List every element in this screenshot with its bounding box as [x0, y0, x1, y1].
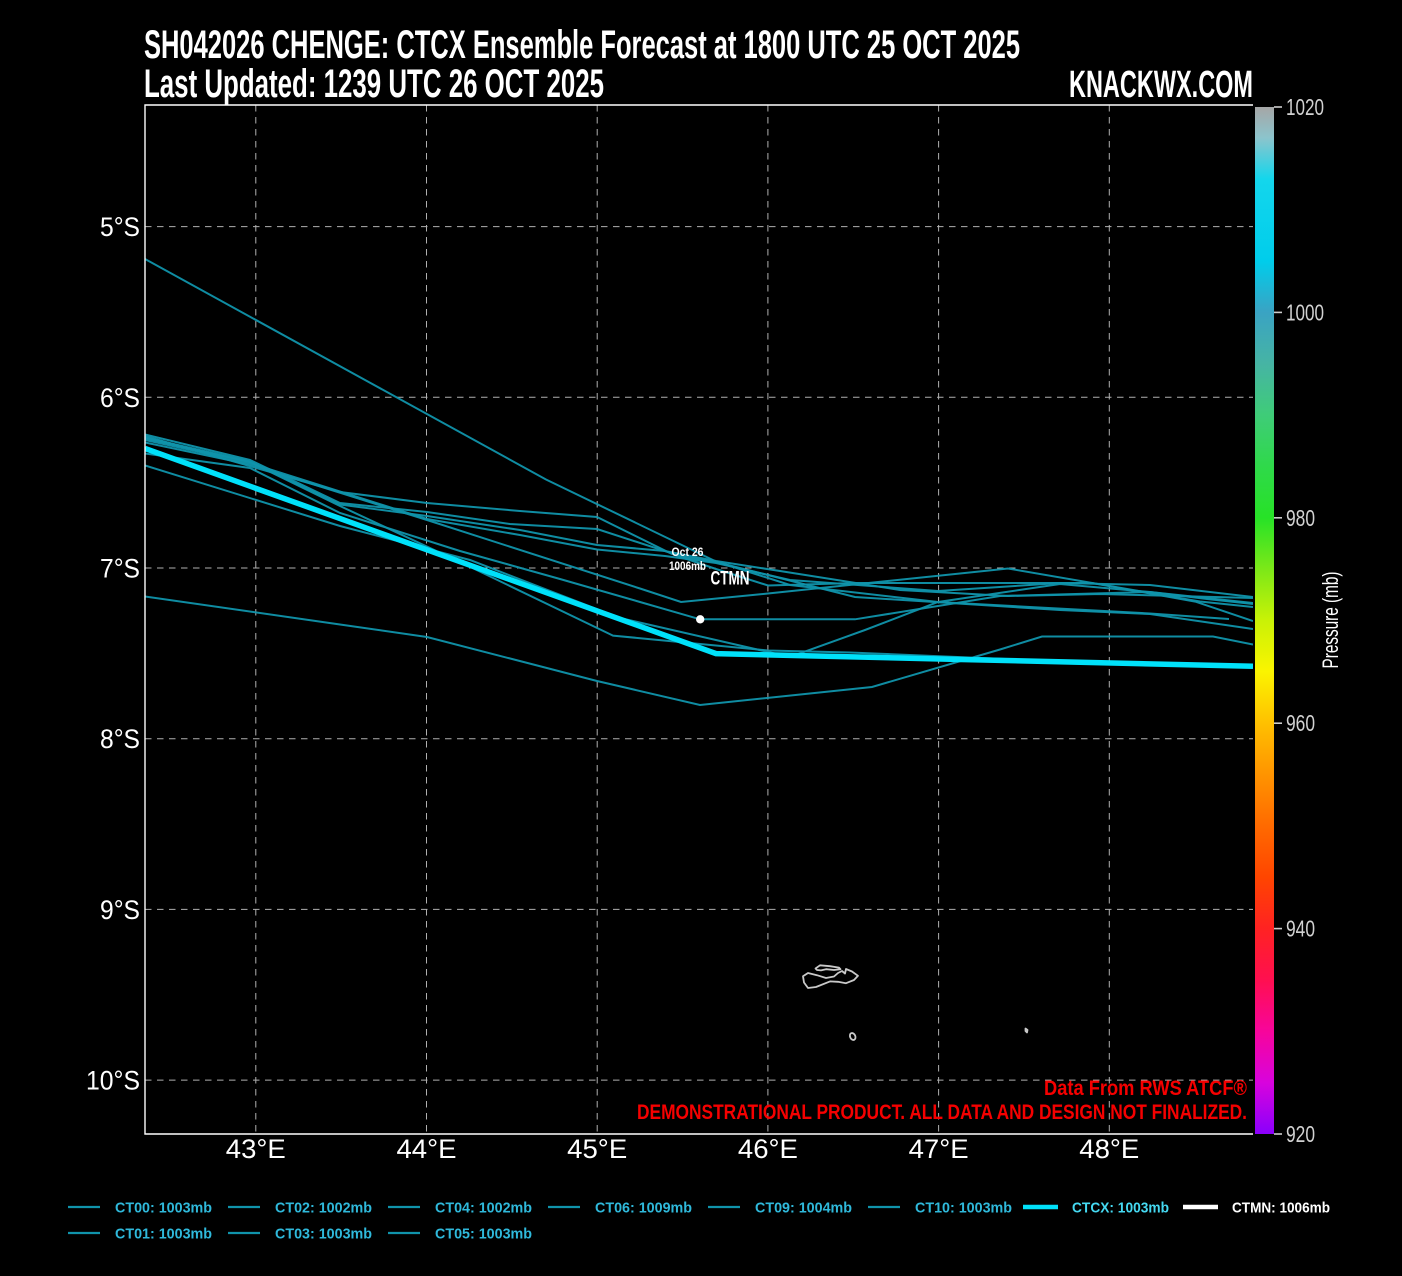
svg-text:48°E: 48°E: [1079, 1134, 1139, 1164]
svg-text:44°E: 44°E: [397, 1134, 457, 1164]
svg-text:6°S: 6°S: [100, 383, 140, 413]
svg-text:CTMN: 1006mb: CTMN: 1006mb: [1232, 1200, 1330, 1217]
svg-text:940: 940: [1286, 916, 1315, 942]
svg-text:10°S: 10°S: [86, 1066, 140, 1096]
svg-text:1006mb: 1006mb: [669, 559, 706, 573]
svg-text:7°S: 7°S: [100, 554, 140, 584]
svg-text:47°E: 47°E: [909, 1134, 969, 1164]
svg-text:CT02: 1002mb: CT02: 1002mb: [275, 1200, 372, 1217]
svg-text:SH042026 CHENGE: CTCX Ensemble: SH042026 CHENGE: CTCX Ensemble Forecast …: [144, 23, 1020, 67]
svg-text:1020: 1020: [1286, 94, 1324, 120]
svg-text:Data From RWS ATCF®: Data From RWS ATCF®: [1044, 1077, 1247, 1100]
svg-text:CT10: 1003mb: CT10: 1003mb: [915, 1200, 1012, 1217]
svg-text:43°E: 43°E: [226, 1134, 286, 1164]
svg-text:CT09: 1004mb: CT09: 1004mb: [755, 1200, 852, 1217]
svg-text:DEMONSTRATIONAL PRODUCT. ALL D: DEMONSTRATIONAL PRODUCT. ALL DATA AND DE…: [637, 1101, 1247, 1124]
svg-text:980: 980: [1286, 505, 1315, 531]
svg-text:Last Updated: 1239 UTC 26 OCT: Last Updated: 1239 UTC 26 OCT 2025: [144, 62, 604, 106]
svg-text:CT00: 1003mb: CT00: 1003mb: [115, 1200, 212, 1217]
svg-text:5°S: 5°S: [100, 212, 140, 242]
svg-text:CTCX: 1003mb: CTCX: 1003mb: [1072, 1200, 1169, 1217]
svg-text:Pressure (mb): Pressure (mb): [1318, 572, 1343, 669]
svg-text:46°E: 46°E: [738, 1134, 798, 1164]
svg-text:920: 920: [1286, 1121, 1315, 1147]
svg-text:8°S: 8°S: [100, 724, 140, 754]
svg-text:CT01: 1003mb: CT01: 1003mb: [115, 1226, 212, 1243]
svg-text:CT05: 1003mb: CT05: 1003mb: [435, 1226, 532, 1243]
svg-text:CT06: 1009mb: CT06: 1009mb: [595, 1200, 692, 1217]
svg-text:Oct 26: Oct 26: [672, 545, 704, 559]
svg-text:1000: 1000: [1286, 299, 1324, 325]
svg-text:45°E: 45°E: [567, 1134, 627, 1164]
svg-text:960: 960: [1286, 710, 1315, 736]
svg-text:CTMN: CTMN: [711, 569, 750, 590]
svg-text:CT04: 1002mb: CT04: 1002mb: [435, 1200, 532, 1217]
svg-text:KNACKWX.COM: KNACKWX.COM: [1069, 64, 1253, 106]
svg-text:9°S: 9°S: [100, 895, 140, 925]
svg-text:CT03: 1003mb: CT03: 1003mb: [275, 1226, 372, 1243]
